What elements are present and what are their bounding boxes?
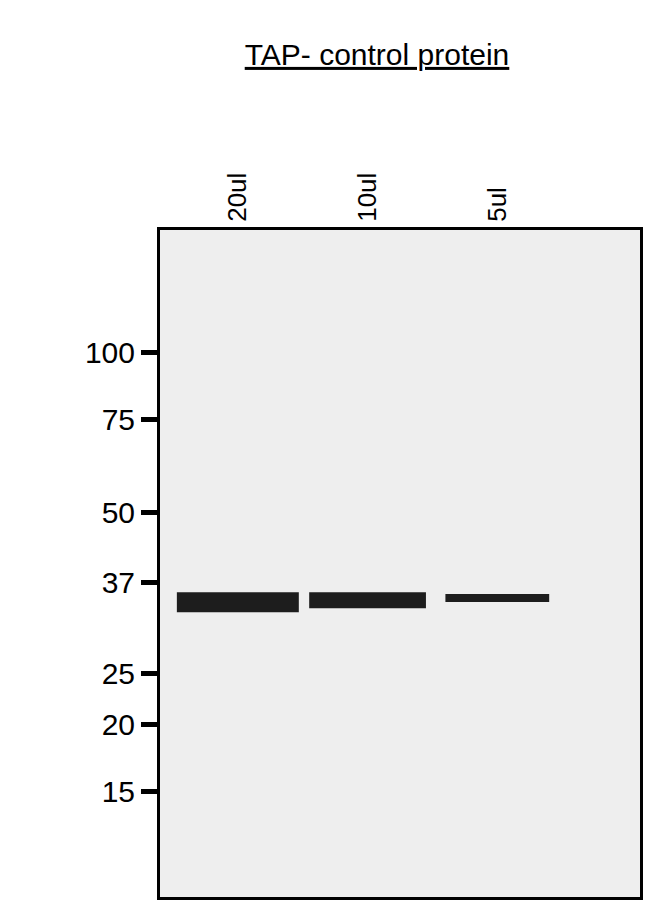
svg-text:100: 100 [85,336,135,369]
svg-text:37: 37 [102,566,135,599]
svg-text:25: 25 [102,657,135,690]
svg-text:15: 15 [102,775,135,808]
svg-text:50: 50 [102,496,135,529]
svg-text:20: 20 [102,708,135,741]
svg-text:5ul: 5ul [482,187,512,222]
svg-text:75: 75 [102,403,135,436]
svg-text:TAP- control protein: TAP- control protein [245,38,510,71]
svg-text:10ul: 10ul [352,173,382,222]
svg-text:20ul: 20ul [222,173,252,222]
